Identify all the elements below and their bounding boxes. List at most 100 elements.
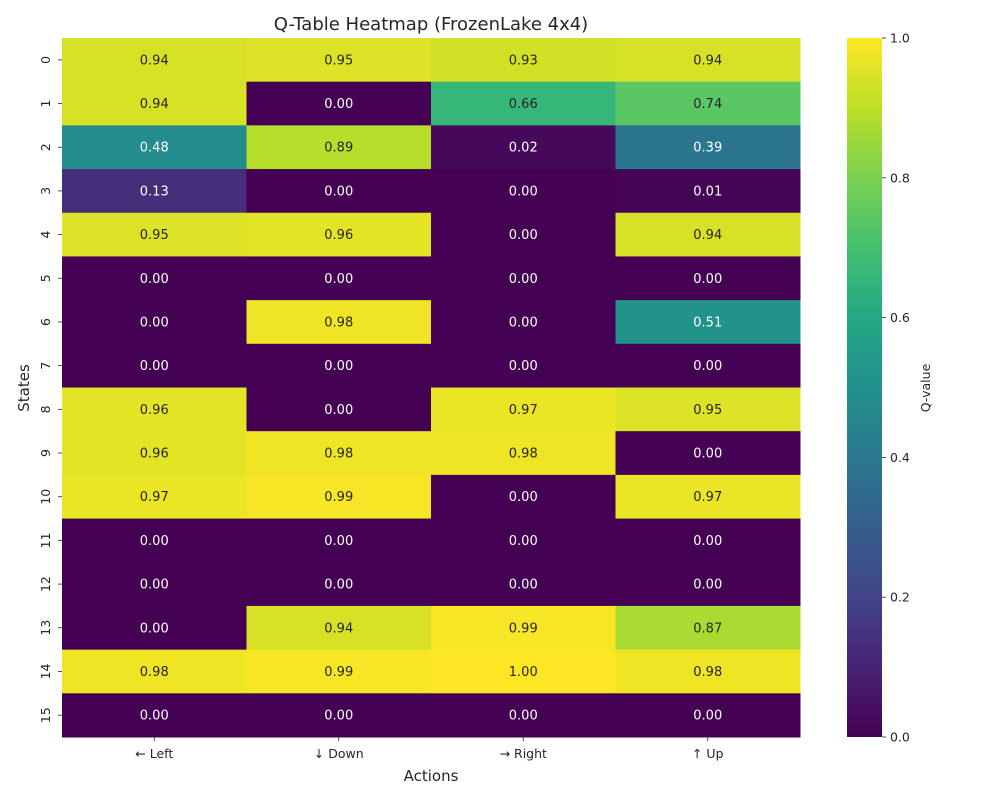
heatmap-cell (62, 474, 247, 520)
heatmap-cell (431, 649, 616, 694)
chart-title: Q-Table Heatmap (FrozenLake 4x4) (274, 14, 588, 35)
cell-value-label: 0.00 (140, 621, 169, 636)
y-tick-label: 1 (38, 100, 53, 108)
heatmap-cell (431, 212, 616, 257)
heatmap-cell (615, 431, 801, 476)
cell-value-label: 0.00 (693, 534, 722, 549)
heatmap-cell (431, 562, 616, 607)
heatmap-cell (615, 693, 801, 738)
cell-value-label: 0.93 (509, 53, 538, 68)
cell-value-labels: 0.94 0.95 0.93 0.94 0.94 0.00 0.66 0.74 0.48 0.89… (140, 53, 722, 723)
cell-value-label: 0.00 (509, 272, 538, 287)
cell-value-label: 0.96 (140, 447, 169, 462)
x-tick-label: ↓ Down (314, 746, 364, 761)
heatmap-cell (615, 169, 801, 214)
cell-value-label: 0.00 (693, 359, 722, 374)
heatmap-cell (246, 518, 432, 563)
x-tick-label: → Right (500, 746, 547, 761)
colorbar-tick-label: 0.4 (890, 450, 910, 465)
heatmap-cell (246, 562, 432, 607)
colorbar-label: Q-value (918, 363, 933, 412)
heatmap-cell (431, 693, 616, 738)
heatmap-cell (615, 387, 801, 432)
heatmap-cell (62, 125, 247, 170)
y-tick-label: 5 (38, 274, 53, 282)
cell-value-label: 0.94 (693, 228, 722, 243)
cell-value-label: 0.00 (324, 403, 353, 418)
cell-value-label: 0.00 (509, 709, 538, 724)
cell-value-label: 0.00 (140, 709, 169, 724)
y-tick-label: 0 (38, 56, 53, 64)
heatmap-cell (246, 649, 432, 694)
cell-value-label: 0.98 (693, 665, 722, 680)
y-tick-label: 6 (38, 318, 53, 326)
colorbar (847, 38, 882, 737)
cell-value-label: 0.00 (509, 359, 538, 374)
cell-value-label: 0.95 (140, 228, 169, 243)
heatmap-cell (62, 212, 247, 257)
cell-value-label: 0.00 (693, 272, 722, 287)
heatmap-cell (246, 125, 432, 170)
cell-value-label: 0.97 (140, 490, 169, 505)
cell-value-label: 0.95 (324, 53, 353, 68)
cell-value-label: 0.01 (693, 184, 722, 199)
heatmap-cell (62, 387, 247, 432)
cell-value-label: 0.00 (324, 578, 353, 593)
x-axis-label: Actions (404, 767, 459, 785)
cell-value-label: 0.00 (324, 272, 353, 287)
cell-value-label: 0.87 (693, 621, 722, 636)
heatmap-cell (431, 81, 616, 126)
colorbar-tick-label: 0.0 (890, 730, 910, 745)
x-tick-label: ↑ Up (692, 746, 724, 761)
heatmap-cell (246, 693, 432, 738)
heatmap-cell (246, 387, 432, 432)
colorbar-tick-label: 1.0 (890, 31, 910, 46)
heatmap-cell (431, 605, 616, 651)
cell-value-label: 0.66 (509, 97, 538, 112)
heatmap-cell (615, 605, 801, 651)
heatmap-cell (431, 518, 616, 563)
heatmap-cell (615, 474, 801, 520)
heatmap-cell (246, 81, 432, 126)
cell-value-label: 0.00 (509, 315, 538, 330)
cell-value-label: 0.00 (509, 578, 538, 593)
cell-value-label: 0.00 (509, 534, 538, 549)
heatmap-cell (62, 649, 247, 694)
heatmap-cell (615, 38, 801, 83)
heatmap-cell (431, 169, 616, 214)
y-tick-label: 3 (38, 187, 53, 195)
cell-value-label: 0.74 (693, 97, 722, 112)
cell-value-label: 0.98 (140, 665, 169, 680)
cell-value-label: 0.94 (140, 53, 169, 68)
heatmap-cell (246, 256, 432, 301)
heatmap-cell (431, 125, 616, 170)
heatmap-cell (615, 212, 801, 257)
y-tick-label: 4 (38, 231, 53, 239)
heatmap-cell (431, 387, 616, 432)
heatmap-cell (615, 256, 801, 301)
cell-value-label: 0.00 (140, 315, 169, 330)
cell-value-label: 0.89 (324, 141, 353, 156)
y-tick-label: 9 (38, 449, 53, 457)
heatmap-cell (431, 256, 616, 301)
cell-value-label: 0.00 (324, 97, 353, 112)
cell-value-label: 0.95 (693, 403, 722, 418)
colorbar-tick-label: 0.8 (890, 170, 910, 185)
cell-value-label: 0.00 (324, 534, 353, 549)
cell-value-label: 0.00 (693, 709, 722, 724)
heatmap-cell (615, 300, 801, 345)
y-tick-label: 8 (38, 405, 53, 413)
cell-value-label: 0.02 (509, 141, 538, 156)
cell-value-label: 0.98 (509, 447, 538, 462)
heatmap-cell (246, 605, 432, 651)
cell-value-label: 0.13 (140, 184, 169, 199)
heatmap-cell (615, 562, 801, 607)
cell-value-label: 0.94 (693, 53, 722, 68)
heatmap-cell (615, 518, 801, 563)
heatmap-cell (62, 605, 247, 651)
cell-value-label: 0.98 (324, 315, 353, 330)
y-tick-label: 13 (38, 620, 53, 636)
cell-value-label: 0.00 (140, 359, 169, 374)
heatmap-cell (246, 169, 432, 214)
